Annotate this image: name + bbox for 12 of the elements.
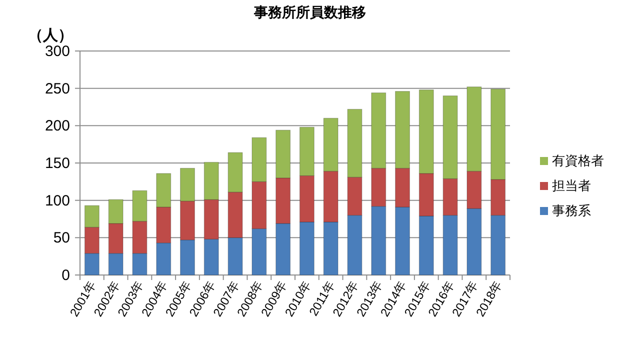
legend-label: 有資格者	[552, 153, 604, 168]
y-axis-title: （人）	[28, 27, 73, 44]
legend-label: 担当者	[552, 178, 591, 193]
y-tick-label: 300	[44, 43, 70, 60]
y-tick-label: 100	[44, 192, 70, 210]
y-tick-label: 250	[44, 80, 70, 98]
y-tick-label: 150	[44, 155, 70, 172]
legend-label: 事務系	[552, 203, 591, 218]
y-tick-label: 0	[62, 267, 70, 284]
y-tick-label: 200	[44, 118, 70, 135]
chart-title: 事務所所員数推移	[253, 4, 366, 20]
y-tick-label: 50	[53, 230, 70, 247]
